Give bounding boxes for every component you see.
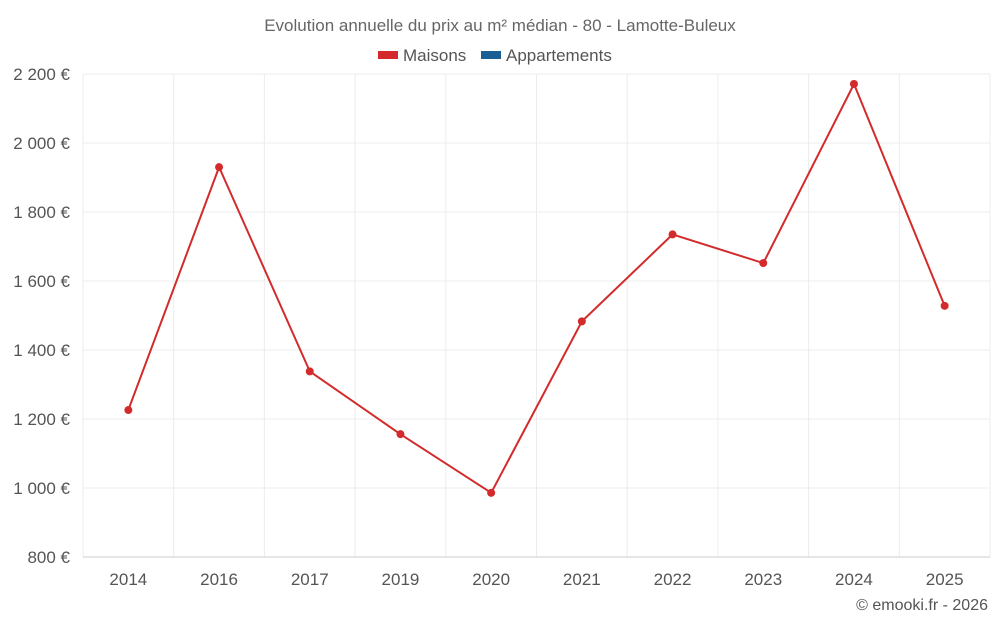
- y-tick-label: 2 200 €: [13, 65, 70, 84]
- data-point-maisons-2025[interactable]: [940, 301, 949, 310]
- x-axis-ticks: 2014 2016 2017 2019 2020 2021 2022 2023 2024 2025: [109, 570, 963, 589]
- y-tick-label: 1 000 €: [13, 479, 70, 498]
- legend-label-appartements: Appartements: [506, 46, 612, 65]
- x-tick-label: 2025: [926, 570, 964, 589]
- legend-swatch-maisons: [378, 51, 398, 59]
- x-tick-label: 2014: [109, 570, 147, 589]
- x-gridlines: [82, 74, 991, 557]
- data-point-maisons-2020[interactable]: [487, 488, 496, 497]
- x-tick-label: 2022: [654, 570, 692, 589]
- x-tick-label: 2023: [744, 570, 782, 589]
- series-maisons: [124, 80, 949, 497]
- data-point-maisons-2021[interactable]: [577, 317, 586, 326]
- x-tick-label: 2024: [835, 570, 873, 589]
- x-tick-label: 2020: [472, 570, 510, 589]
- data-point-maisons-2014[interactable]: [124, 406, 133, 415]
- series-line-maisons: [127, 83, 946, 494]
- data-point-maisons-2017[interactable]: [305, 367, 314, 376]
- data-point-maisons-2023[interactable]: [759, 259, 768, 268]
- y-axis-ticks: 800 € 1 000 € 1 200 € 1 400 € 1 600 € 1 800 €…: [13, 65, 70, 567]
- legend-item-maisons[interactable]: Maisons: [378, 46, 466, 65]
- chart-title: Evolution annuelle du prix au m² médian …: [264, 16, 736, 35]
- legend-swatch-appartements: [481, 51, 501, 59]
- y-tick-label: 1 200 €: [13, 410, 70, 429]
- x-tick-label: 2016: [200, 570, 238, 589]
- y-tick-label: 1 600 €: [13, 272, 70, 291]
- x-tick-label: 2021: [563, 570, 601, 589]
- legend-item-appartements[interactable]: Appartements: [481, 46, 612, 65]
- legend: Maisons Appartements: [378, 46, 612, 65]
- y-tick-label: 2 000 €: [13, 134, 70, 153]
- data-point-maisons-2019[interactable]: [396, 430, 405, 439]
- y-tick-label: 1 400 €: [13, 341, 70, 360]
- x-tick-label: 2019: [382, 570, 420, 589]
- credit: © emooki.fr - 2026: [856, 597, 988, 614]
- y-tick-label: 800 €: [27, 548, 70, 567]
- y-tick-label: 1 800 €: [13, 203, 70, 222]
- data-point-maisons-2022[interactable]: [668, 230, 677, 239]
- data-point-maisons-2016[interactable]: [215, 163, 224, 172]
- legend-label-maisons: Maisons: [403, 46, 466, 65]
- x-tick-label: 2017: [291, 570, 329, 589]
- data-point-maisons-2024[interactable]: [849, 80, 858, 89]
